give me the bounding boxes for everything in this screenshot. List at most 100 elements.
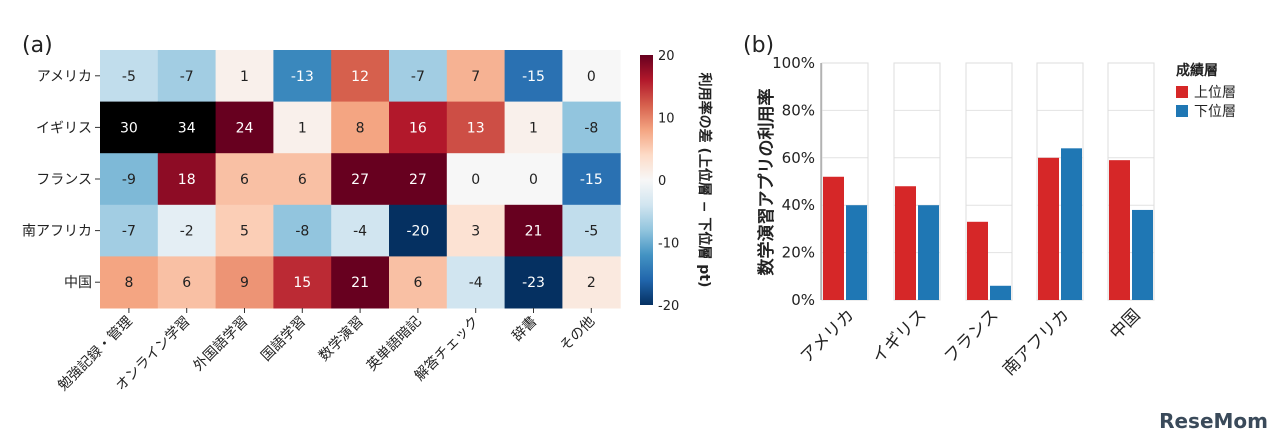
cell-value: -8 bbox=[295, 224, 309, 240]
cell-value: 12 bbox=[351, 69, 369, 85]
heatmap-cell bbox=[562, 153, 621, 206]
heatmap-cell bbox=[504, 101, 563, 154]
heatmap-cell bbox=[331, 50, 390, 103]
y-tick-label: 20% bbox=[782, 244, 815, 262]
heatmap-cell bbox=[215, 101, 274, 154]
column-label: 外国語学習 bbox=[191, 314, 252, 375]
facet-frame bbox=[1036, 62, 1084, 301]
cell-value: -13 bbox=[291, 69, 314, 85]
x-category-label: 南アフリカ bbox=[999, 305, 1073, 379]
cell-value: -9 bbox=[122, 172, 136, 188]
heatmap-cell bbox=[215, 256, 274, 309]
colorbar-label: 利用率の差 (上位層 − 下位層 pt) bbox=[696, 73, 713, 288]
cell-value: 8 bbox=[124, 275, 133, 291]
bar-lower bbox=[1132, 209, 1153, 300]
heatmap-cell bbox=[215, 153, 274, 206]
heatmap-cell bbox=[446, 50, 506, 103]
bar-upper bbox=[1038, 157, 1059, 300]
heatmap-cell bbox=[389, 50, 448, 103]
heatmap-cell bbox=[389, 101, 448, 154]
cell-value: 3 bbox=[471, 224, 480, 240]
cell-value: 8 bbox=[356, 120, 365, 136]
bar-upper bbox=[1109, 160, 1130, 300]
y-tick-label: 60% bbox=[782, 149, 815, 167]
cell-value: 24 bbox=[236, 120, 254, 136]
cell-value: -15 bbox=[522, 69, 545, 85]
heatmap-cell bbox=[157, 50, 217, 103]
legend-swatch bbox=[1176, 105, 1188, 117]
row-label: 中国 bbox=[64, 275, 92, 291]
heatmap-cell bbox=[389, 256, 448, 309]
column-label: 英単語暗記 bbox=[363, 313, 425, 375]
y-tick-label: 100% bbox=[772, 54, 815, 72]
cell-value: 7 bbox=[471, 69, 480, 85]
heatmap-cell bbox=[100, 204, 159, 257]
cell-value: 0 bbox=[529, 172, 538, 188]
heatmap-cell bbox=[562, 204, 621, 257]
cell-value: 6 bbox=[240, 172, 249, 188]
bar-lower bbox=[918, 205, 939, 300]
x-category-label: イギリス bbox=[868, 305, 930, 367]
row-label: フランス bbox=[36, 172, 92, 188]
facet-frame bbox=[1107, 62, 1155, 301]
heatmap-cell bbox=[100, 153, 159, 206]
cell-value: -5 bbox=[584, 224, 598, 240]
bar-lower bbox=[990, 285, 1011, 300]
heatmap-cell bbox=[273, 256, 332, 309]
colorbar-tick-label: -10 bbox=[658, 237, 679, 252]
heatmap-cell bbox=[331, 204, 390, 257]
heatmap-cell bbox=[100, 50, 159, 103]
colorbar-tick-label: 0 bbox=[658, 174, 666, 189]
cell-value: 1 bbox=[529, 120, 538, 136]
heatmap-cell bbox=[504, 256, 563, 309]
cell-value: -5 bbox=[122, 69, 136, 85]
cell-value: 1 bbox=[240, 69, 249, 85]
facet-frame bbox=[965, 62, 1013, 301]
x-category-label: アメリカ bbox=[797, 305, 859, 367]
bar-lower bbox=[1061, 148, 1082, 300]
row-label: アメリカ bbox=[37, 69, 92, 85]
column-label: 数学演習 bbox=[316, 314, 367, 365]
x-category-label: 中国 bbox=[1106, 305, 1144, 343]
heatmap-cell bbox=[562, 256, 621, 309]
heatmap-cell bbox=[562, 101, 621, 154]
legend-swatch bbox=[1176, 86, 1188, 98]
heatmap-cell bbox=[446, 153, 506, 206]
bar-upper bbox=[895, 186, 916, 300]
heatmap-cell bbox=[100, 256, 159, 309]
cell-value: 21 bbox=[351, 275, 369, 291]
cell-value: 6 bbox=[298, 172, 307, 188]
heatmap-cell bbox=[273, 153, 332, 206]
cell-value: 9 bbox=[240, 275, 249, 291]
panel-label-b: (b) bbox=[743, 33, 774, 58]
heatmap-cell bbox=[504, 50, 563, 103]
cell-value: 15 bbox=[293, 275, 311, 291]
row-label: イギリス bbox=[36, 120, 92, 136]
cell-value: 16 bbox=[409, 120, 427, 136]
heatmap-cell bbox=[100, 101, 159, 154]
heatmap-cell bbox=[215, 50, 274, 103]
heatmap-cell bbox=[157, 101, 217, 154]
watermark-logo: ReseMom bbox=[1159, 409, 1268, 433]
cell-value: 18 bbox=[178, 172, 196, 188]
cell-value: 2 bbox=[587, 275, 596, 291]
heatmap-cell bbox=[446, 204, 506, 257]
facet-frame bbox=[821, 62, 869, 301]
legend-label: 上位層 bbox=[1194, 85, 1236, 101]
cell-value: 0 bbox=[587, 69, 596, 85]
cell-value: 1 bbox=[298, 120, 307, 136]
colorbar-tick-label: 20 bbox=[658, 49, 675, 64]
cell-value: 27 bbox=[351, 172, 369, 188]
y-tick-label: 40% bbox=[782, 196, 815, 214]
cell-value: 30 bbox=[120, 120, 138, 136]
cell-value: -23 bbox=[522, 275, 545, 291]
cell-value: -7 bbox=[180, 69, 194, 85]
cell-value: 13 bbox=[467, 120, 485, 136]
heatmap-cell bbox=[504, 204, 563, 257]
heatmap-cell bbox=[157, 204, 217, 257]
panel-label-a: (a) bbox=[22, 33, 53, 58]
cell-value: 34 bbox=[178, 120, 196, 136]
colorbar: 20 10 0 -10 -20 利用率の差 (上位層 − 下位層 pt) bbox=[640, 49, 713, 314]
